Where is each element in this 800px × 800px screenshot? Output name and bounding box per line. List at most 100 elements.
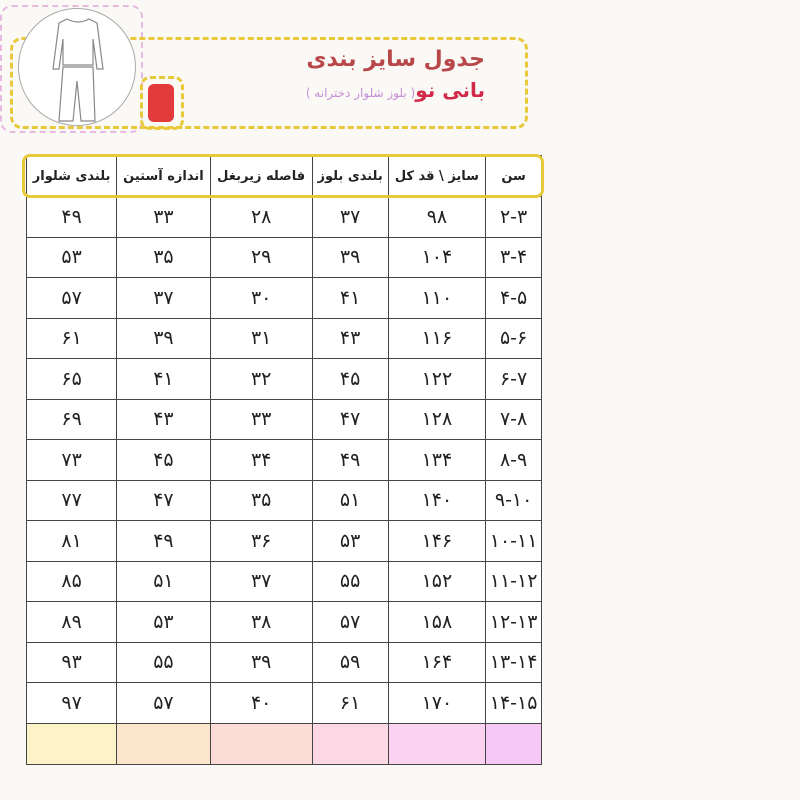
- table-cell: ۵۵: [116, 641, 211, 683]
- table-row: ۵-۶ ۱۱۶ ۴۳ ۳۱ ۳۹ ۶۱: [25, 317, 542, 359]
- table-cell: ۶-۷: [485, 358, 542, 400]
- table-cell: ۵۷: [25, 277, 118, 319]
- table-cell: ۳۵: [116, 236, 211, 278]
- color-cell: [25, 722, 118, 765]
- table-cell: ۴۳: [311, 317, 389, 359]
- table-cell: ۱۴۰: [387, 479, 487, 521]
- pajama-illustration: [18, 8, 136, 126]
- table-row: ۷-۸ ۱۲۸ ۴۷ ۳۳ ۴۳ ۶۹: [25, 398, 542, 440]
- table-cell: ۲۹: [209, 236, 313, 278]
- table-cell: ۳۹: [116, 317, 211, 359]
- page-subtitle: بانی نو( بلوز شلوار دخترانه ): [306, 78, 485, 102]
- color-cell: [311, 722, 389, 765]
- table-cell: ۷۷: [25, 479, 118, 521]
- table-header-row: سن سایز \ قد کل بلندی بلوز فاصله زیربغل …: [25, 155, 542, 197]
- table-cell: ۳۸: [209, 601, 313, 643]
- col-chest-width: فاصله زیربغل: [209, 155, 313, 197]
- col-age: سن: [485, 155, 542, 197]
- table-row: ۱۲-۱۳ ۱۵۸ ۵۷ ۳۸ ۵۳ ۸۹: [25, 601, 542, 643]
- table-cell: ۴۱: [311, 277, 389, 319]
- color-cell: [387, 722, 487, 765]
- table-row: ۹-۱۰ ۱۴۰ ۵۱ ۳۵ ۴۷ ۷۷: [25, 479, 542, 521]
- table-cell: ۵۳: [311, 520, 389, 562]
- color-cell: [116, 722, 211, 765]
- table-cell: ۸۹: [25, 601, 118, 643]
- table-cell: ۶۱: [311, 682, 389, 724]
- table-cell: ۵۹: [311, 641, 389, 683]
- table-row: ۶-۷ ۱۲۲ ۴۵ ۳۲ ۴۱ ۶۵: [25, 358, 542, 400]
- table-cell: ۳۷: [209, 560, 313, 602]
- product-type: ( بلوز شلوار دخترانه ): [305, 86, 416, 100]
- table-cell: ۵۷: [311, 601, 389, 643]
- table-cell: ۱۷۰: [387, 682, 487, 724]
- table-cell: ۱۱۶: [387, 317, 487, 359]
- brand-logo: [148, 84, 174, 122]
- table-cell: ۳-۴: [485, 236, 542, 278]
- table-row: ۲-۳ ۹۸ ۳۷ ۲۸ ۳۳ ۴۹: [25, 196, 542, 238]
- table-cell: ۳۷: [311, 196, 389, 238]
- table-cell: ۵۳: [116, 601, 211, 643]
- table-cell: ۳۷: [116, 277, 211, 319]
- table-cell: ۳۵: [209, 479, 313, 521]
- illustration-frame: [0, 5, 143, 133]
- table-cell: ۵۱: [311, 479, 389, 521]
- table-cell: ۴۵: [311, 358, 389, 400]
- brand-name: بانی نو: [415, 78, 485, 102]
- table-cell: ۲-۳: [485, 196, 542, 238]
- table-cell: ۱۴-۱۵: [485, 682, 542, 724]
- table-cell: ۱۳-۱۴: [485, 641, 542, 683]
- table-row: ۱۱-۱۲ ۱۵۲ ۵۵ ۳۷ ۵۱ ۸۵: [25, 560, 542, 602]
- table-cell: ۵۳: [25, 236, 118, 278]
- table-cell: ۴-۵: [485, 277, 542, 319]
- table-cell: ۶۱: [25, 317, 118, 359]
- table-cell: ۱۲۲: [387, 358, 487, 400]
- table-cell: ۹۸: [387, 196, 487, 238]
- table-cell: ۱۵۸: [387, 601, 487, 643]
- table-cell: ۱۲۸: [387, 398, 487, 440]
- logo-frame: [140, 76, 184, 130]
- col-sleeve: اندازه آستین: [116, 155, 211, 197]
- color-footer-row: [25, 722, 542, 765]
- table-cell: ۴۹: [116, 520, 211, 562]
- table-cell: ۶۹: [25, 398, 118, 440]
- table-cell: ۴۹: [311, 439, 389, 481]
- table-cell: ۴۰: [209, 682, 313, 724]
- col-top-length: بلندی بلوز: [311, 155, 389, 197]
- table-cell: ۳۳: [209, 398, 313, 440]
- table-cell: ۱۳۴: [387, 439, 487, 481]
- table-cell: ۱۱۰: [387, 277, 487, 319]
- table-cell: ۴۷: [311, 398, 389, 440]
- table-cell: ۱۱-۱۲: [485, 560, 542, 602]
- table-cell: ۸-۹: [485, 439, 542, 481]
- table-cell: ۹-۱۰: [485, 479, 542, 521]
- table-cell: ۸۵: [25, 560, 118, 602]
- header-frame: [10, 37, 528, 129]
- color-cell: [485, 722, 542, 765]
- page-title: جدول سایز بندی: [306, 47, 485, 72]
- table-cell: ۵-۶: [485, 317, 542, 359]
- table-row: ۸-۹ ۱۳۴ ۴۹ ۳۴ ۴۵ ۷۳: [25, 439, 542, 481]
- table-cell: ۱۴۶: [387, 520, 487, 562]
- table-row: ۱۰-۱۱ ۱۴۶ ۵۳ ۳۶ ۴۹ ۸۱: [25, 520, 542, 562]
- table-row: ۳-۴ ۱۰۴ ۳۹ ۲۹ ۳۵ ۵۳: [25, 236, 542, 278]
- table-cell: ۳۶: [209, 520, 313, 562]
- table-cell: ۱۲-۱۳: [485, 601, 542, 643]
- table-cell: ۸۱: [25, 520, 118, 562]
- col-pants-length: بلندی شلوار: [25, 155, 118, 197]
- table-cell: ۷۳: [25, 439, 118, 481]
- table-cell: ۶۵: [25, 358, 118, 400]
- table-cell: ۳۲: [209, 358, 313, 400]
- table-cell: ۳۰: [209, 277, 313, 319]
- pajama-icon: [52, 18, 104, 122]
- table-cell: ۱۶۴: [387, 641, 487, 683]
- table-cell: ۴۵: [116, 439, 211, 481]
- table-row: ۱۳-۱۴ ۱۶۴ ۵۹ ۳۹ ۵۵ ۹۳: [25, 641, 542, 683]
- table-cell: ۵۵: [311, 560, 389, 602]
- table-row: ۴-۵ ۱۱۰ ۴۱ ۳۰ ۳۷ ۵۷: [25, 277, 542, 319]
- table-cell: ۴۱: [116, 358, 211, 400]
- table-cell: ۵۱: [116, 560, 211, 602]
- table-cell: ۲۸: [209, 196, 313, 238]
- table-cell: ۱۵۲: [387, 560, 487, 602]
- table-cell: ۴۳: [116, 398, 211, 440]
- table-cell: ۳۹: [311, 236, 389, 278]
